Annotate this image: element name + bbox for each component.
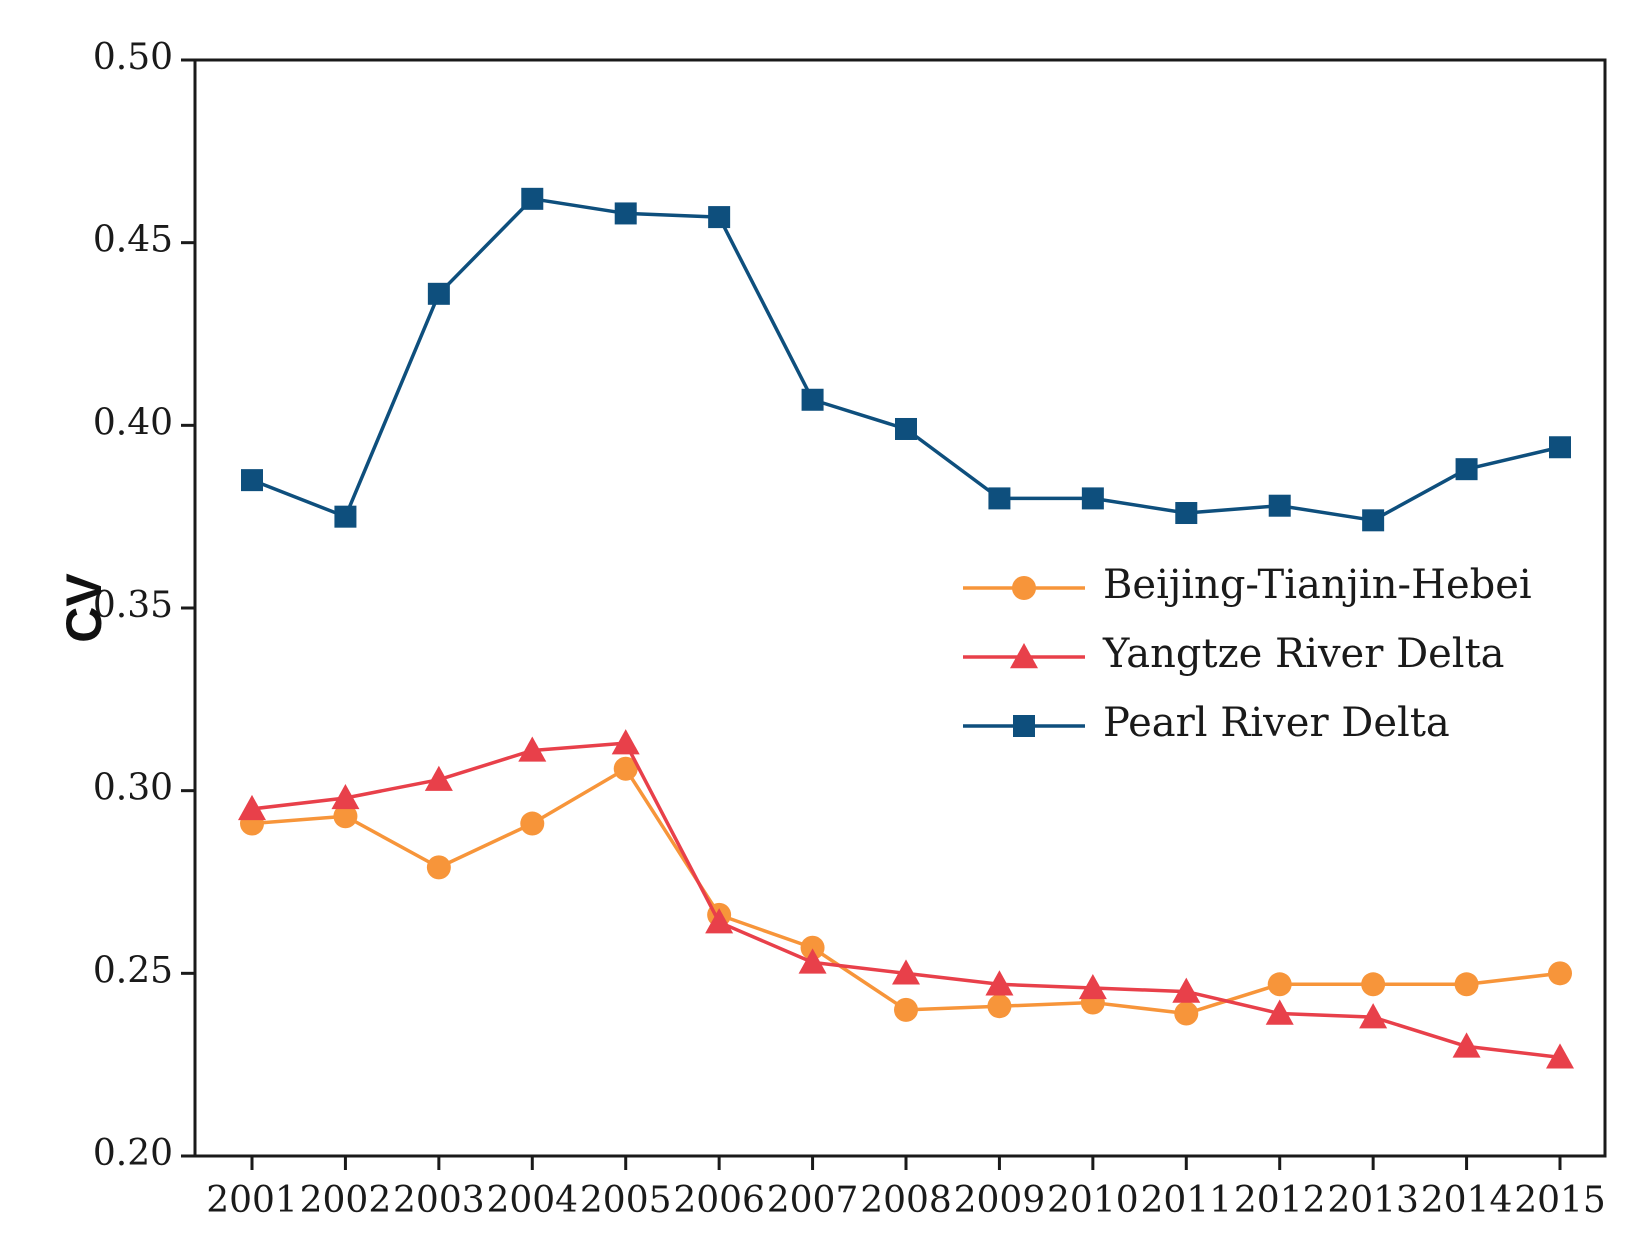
data-point — [520, 811, 545, 836]
x-tick-label: 2005 — [580, 1180, 672, 1221]
data-point — [1362, 509, 1385, 532]
series-layer — [238, 187, 1574, 1069]
legend-label: Yangtze River Delta — [1102, 631, 1505, 677]
legend-marker — [1012, 576, 1036, 600]
series-yangtze-river-delta — [238, 729, 1574, 1069]
x-tick-label: 2004 — [486, 1180, 578, 1221]
data-point — [518, 736, 547, 762]
data-point — [424, 765, 453, 791]
data-point — [1454, 972, 1479, 997]
y-tick-label: 0.30 — [93, 768, 173, 809]
x-axis: 2001 2002 2003 2004 2005 2006 2007 2008 2009 2010… — [206, 1156, 1606, 1221]
legend: Beijing-Tianjin-Hebei Yangtze River Delta… — [963, 562, 1532, 746]
series-line — [251, 197, 1561, 523]
data-point — [892, 959, 920, 985]
plot-frame — [193, 58, 1607, 1158]
data-point — [1175, 502, 1198, 525]
x-tick-label: 2008 — [860, 1180, 952, 1221]
series-beijing-tianjin-hebei — [240, 756, 1572, 1026]
data-point — [987, 994, 1012, 1019]
data-point — [333, 804, 358, 829]
legend-item: Yangtze River Delta — [963, 631, 1505, 677]
y-tick-label: 0.35 — [93, 585, 173, 626]
y-tick-label: 0.40 — [93, 402, 173, 443]
data-point — [331, 783, 360, 810]
y-tick-label: 0.50 — [93, 37, 173, 78]
data-point — [1359, 1003, 1388, 1029]
legend-item: Beijing-Tianjin-Hebei — [963, 562, 1532, 608]
series-pearl-river-delta — [241, 187, 1571, 532]
x-tick-label: 2013 — [1327, 1180, 1419, 1221]
data-point — [1549, 436, 1571, 459]
data-point — [1081, 487, 1104, 510]
x-tick-label: 2011 — [1140, 1180, 1232, 1221]
data-point — [611, 729, 640, 755]
data-point — [427, 282, 450, 305]
x-tick-label: 2001 — [206, 1180, 298, 1221]
x-tick-label: 2002 — [300, 1180, 392, 1221]
data-point — [985, 970, 1014, 996]
data-point — [1455, 458, 1478, 481]
data-point — [798, 948, 827, 974]
data-point — [801, 388, 824, 411]
data-point — [613, 756, 638, 781]
data-point — [241, 469, 263, 492]
y-axis: 0.20 0.25 0.30 0.35 0.40 0.45 0.50 — [93, 37, 195, 1174]
data-point — [1548, 961, 1572, 986]
x-tick-label: 2014 — [1421, 1180, 1513, 1221]
x-tick-label: 2015 — [1514, 1180, 1606, 1221]
data-point — [1174, 1001, 1199, 1026]
data-point — [334, 505, 357, 528]
legend-marker — [1013, 715, 1035, 737]
x-tick-label: 2007 — [767, 1180, 859, 1221]
legend-marker — [1010, 643, 1038, 669]
data-point — [521, 187, 544, 210]
legend-item: Pearl River Delta — [963, 700, 1450, 746]
legend-label: Pearl River Delta — [1103, 700, 1450, 746]
data-point — [1546, 1043, 1574, 1069]
data-point — [614, 202, 637, 225]
data-point — [800, 935, 825, 960]
y-tick-label: 0.20 — [93, 1133, 173, 1174]
data-point — [708, 206, 731, 229]
x-tick-label: 2012 — [1234, 1180, 1326, 1221]
data-point — [895, 417, 917, 440]
legend-label: Beijing-Tianjin-Hebei — [1103, 562, 1532, 608]
y-tick-label: 0.25 — [93, 950, 173, 991]
data-point — [426, 855, 451, 880]
y-tick-label: 0.45 — [93, 220, 173, 261]
data-point — [1267, 972, 1292, 997]
data-point — [988, 487, 1011, 510]
x-tick-label: 2006 — [673, 1180, 765, 1221]
data-point — [238, 794, 266, 821]
data-point — [1361, 972, 1386, 997]
data-point — [1265, 999, 1294, 1025]
data-point — [1078, 973, 1107, 1000]
data-point — [1268, 494, 1291, 517]
x-tick-label: 2003 — [393, 1180, 485, 1221]
data-point — [705, 908, 734, 934]
x-tick-label: 2010 — [1047, 1180, 1139, 1221]
data-point — [1172, 977, 1201, 1003]
data-point — [894, 997, 918, 1022]
y-axis-title: CV — [56, 573, 112, 643]
x-tick-label: 2009 — [954, 1180, 1046, 1221]
data-point — [1452, 1032, 1481, 1058]
